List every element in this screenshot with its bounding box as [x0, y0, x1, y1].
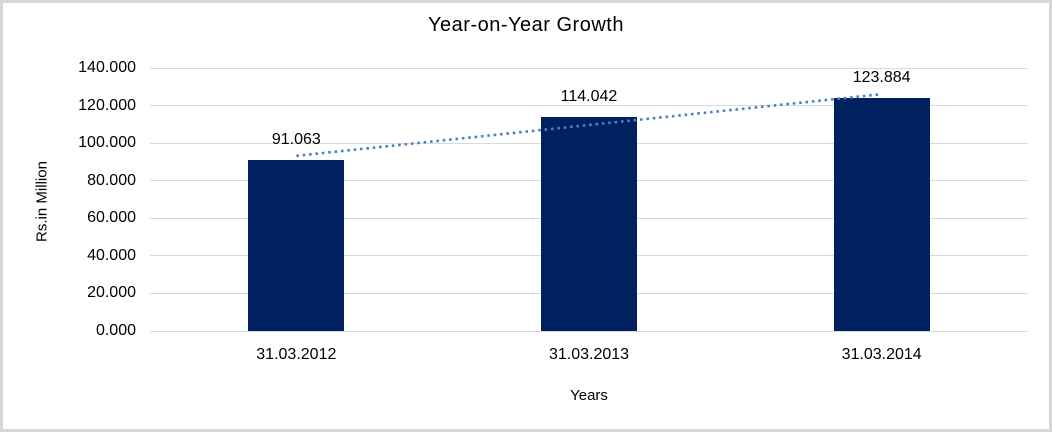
y-tick-label: 80.000 — [87, 171, 136, 189]
bar — [248, 159, 345, 331]
y-tick-label: 120.000 — [78, 96, 136, 114]
y-tick-label: 60.000 — [87, 209, 136, 227]
y-tick-label: 20.000 — [87, 284, 136, 302]
y-tick-label: 40.000 — [87, 246, 136, 264]
bar — [541, 116, 637, 331]
chart-title: Year-on-Year Growth — [428, 14, 624, 36]
bar — [833, 98, 930, 331]
bar-value-label: 114.042 — [560, 87, 618, 105]
bar-value-label: 91.063 — [271, 130, 321, 148]
y-tick-label: 100.000 — [78, 134, 136, 152]
x-tick-label: 31.03.2014 — [841, 346, 922, 363]
x-axis-title: Years — [570, 387, 608, 404]
y-tick-label: 140.000 — [78, 59, 136, 76]
x-tick-label: 31.03.2012 — [256, 346, 337, 363]
bar-value-label: 123.884 — [852, 69, 911, 87]
y-tick-label: 0.000 — [95, 322, 136, 339]
x-tick-label: 31.03.2013 — [548, 346, 630, 363]
